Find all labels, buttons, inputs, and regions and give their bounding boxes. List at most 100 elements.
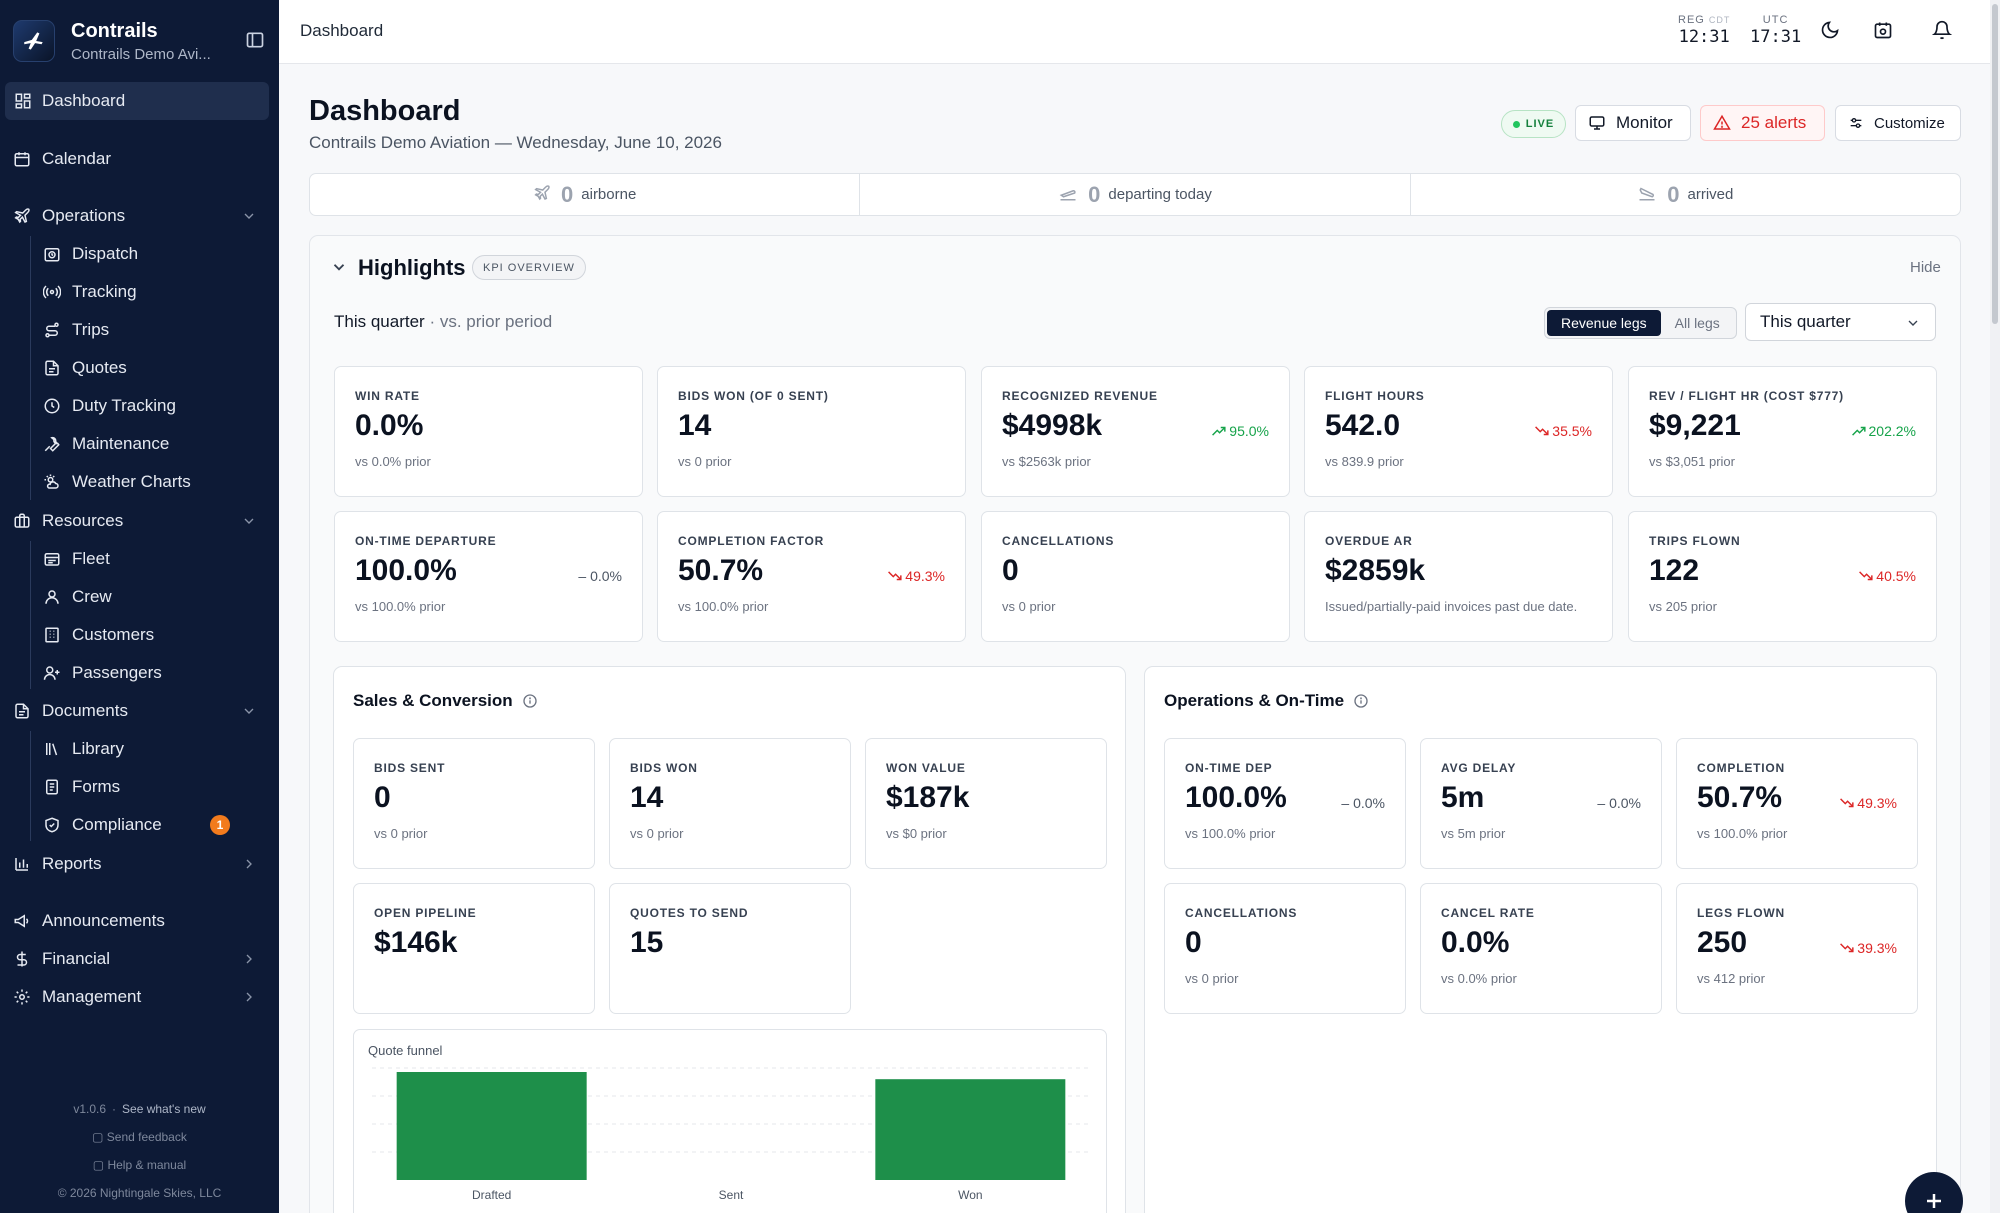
status-airborne[interactable]: 0 airborne — [310, 174, 861, 215]
sidebar-item-fleet[interactable]: Fleet — [0, 540, 279, 578]
kpi-card[interactable]: ON-TIME DEP 100.0% vs 100.0% prior – 0.0% — [1164, 738, 1406, 869]
all-legs-tab[interactable]: All legs — [1674, 315, 1720, 331]
add-fab-button[interactable] — [1905, 1172, 1963, 1213]
whats-new-link[interactable]: See what's new — [122, 1102, 206, 1116]
sidebar-item-maintenance[interactable]: Maintenance — [0, 425, 279, 463]
sidebar-item-documents[interactable]: Documents — [0, 692, 279, 730]
kpi-card[interactable]: BIDS WON (OF 0 SENT) 14 vs 0 prior — [657, 366, 966, 497]
sidebar-item-forms[interactable]: Forms — [0, 768, 279, 806]
utc-clock-time: 17:31 — [1750, 27, 1802, 47]
kpi-delta: – 0.0% — [1341, 795, 1385, 811]
funnel-bar-won[interactable] — [875, 1079, 1066, 1180]
sidebar-item-duty-tracking[interactable]: Duty Tracking — [0, 387, 279, 425]
kpi-card[interactable]: QUOTES TO SEND 15 — [609, 883, 851, 1014]
dark-mode-icon[interactable] — [1820, 20, 1842, 42]
sidebar-item-financial[interactable]: Financial — [0, 940, 279, 978]
kpi-card[interactable]: FLIGHT HOURS 542.0 vs 839.9 prior 35.5% — [1304, 366, 1613, 497]
kpi-card[interactable]: ON-TIME DEPARTURE 100.0% vs 100.0% prior – … — [334, 511, 643, 642]
airborne-count: 0 — [561, 181, 574, 207]
kpi-card[interactable]: OVERDUE AR $2859k Issued/partially-paid in… — [1304, 511, 1613, 642]
kpi-prior: Issued/partially-paid invoices past due … — [1325, 599, 1578, 614]
kpi-prior: vs 205 prior — [1649, 599, 1717, 614]
sidebar-item-resources[interactable]: Resources — [0, 502, 279, 540]
sidebar-item-dispatch[interactable]: Dispatch — [0, 235, 279, 273]
kpi-card[interactable]: RECOGNIZED REVENUE $4998k vs $2563k prior 9… — [981, 366, 1290, 497]
sidebar-item-customers[interactable]: Customers — [0, 616, 279, 654]
sidebar-item-label: Customers — [72, 625, 155, 644]
kpi-card[interactable]: LEGS FLOWN 250 vs 412 prior 39.3% — [1676, 883, 1918, 1014]
kpi-title: WIN RATE — [355, 389, 420, 403]
funnel-bar-drafted[interactable] — [396, 1072, 587, 1180]
kpi-prior: vs $3,051 prior — [1649, 454, 1735, 469]
collapse-chevron-icon[interactable] — [330, 258, 348, 276]
kpi-value: 50.7% — [1697, 781, 1783, 814]
status-departing[interactable]: 0 departing today — [860, 174, 1411, 215]
sidebar-item-quotes[interactable]: Quotes — [0, 349, 279, 387]
funnel-plot: Drafted Sent Won — [372, 1067, 1090, 1202]
airborne-label: airborne — [581, 186, 637, 203]
kpi-card[interactable]: CANCELLATIONS 0 vs 0 prior — [981, 511, 1290, 642]
sidebar-item-reports[interactable]: Reports — [0, 845, 279, 883]
sidebar-toggle-icon[interactable] — [245, 30, 267, 52]
sidebar-item-compliance[interactable]: Compliance 1 — [0, 806, 279, 844]
sidebar-item-tracking[interactable]: Tracking — [0, 273, 279, 311]
sidebar-item-library[interactable]: Library — [0, 730, 279, 768]
brand[interactable]: Contrails Contrails Demo Avi... — [13, 18, 266, 64]
radar-icon — [42, 282, 62, 302]
kpi-delta: – 0.0% — [578, 568, 622, 584]
sidebar-item-passengers[interactable]: Passengers — [0, 654, 279, 692]
kpi-card[interactable]: WON VALUE $187k vs $0 prior — [865, 738, 1107, 869]
info-icon[interactable] — [1353, 693, 1369, 709]
sidebar-item-calendar[interactable]: Calendar — [0, 140, 279, 178]
sidebar-item-trips[interactable]: Trips — [0, 311, 279, 349]
status-arrived[interactable]: 0 arrived — [1411, 174, 1960, 215]
sidebar-item-crew[interactable]: Crew — [0, 578, 279, 616]
kpi-card[interactable]: REV / FLIGHT HR (COST $777) $9,221 vs $3,0… — [1628, 366, 1937, 497]
kpi-card[interactable]: COMPLETION 50.7% vs 100.0% prior 49.3% — [1676, 738, 1918, 869]
sidebar-item-operations[interactable]: Operations — [0, 197, 279, 235]
dispatch-icon — [42, 244, 62, 264]
kpi-value: $9,221 — [1649, 409, 1741, 442]
kpi-card[interactable]: COMPLETION FACTOR 50.7% vs 100.0% prior 49.… — [657, 511, 966, 642]
kpi-card[interactable]: BIDS WON 14 vs 0 prior — [609, 738, 851, 869]
monitor-button[interactable]: Monitor — [1575, 105, 1691, 141]
sidebar-item-label: Fleet — [72, 549, 110, 568]
hide-highlights-link[interactable]: Hide — [1910, 259, 1941, 276]
compliance-badge: 1 — [210, 815, 230, 835]
arrived-count: 0 — [1667, 181, 1680, 207]
sidebar-item-management[interactable]: Management — [0, 978, 279, 1016]
kpi-card[interactable]: OPEN PIPELINE $146k — [353, 883, 595, 1014]
kpi-prior: vs 0.0% prior — [355, 454, 431, 469]
kpi-card[interactable]: AVG DELAY 5m vs 5m prior – 0.0% — [1420, 738, 1662, 869]
kpi-prior: vs $2563k prior — [1002, 454, 1091, 469]
sidebar-item-announcements[interactable]: Announcements — [0, 902, 279, 940]
kpi-card[interactable]: CANCELLATIONS 0 vs 0 prior — [1164, 883, 1406, 1014]
kpi-delta-value: 39.3% — [1857, 940, 1897, 956]
revenue-legs-tab[interactable]: Revenue legs — [1547, 310, 1661, 336]
sidebar-item-weather-charts[interactable]: Weather Charts — [0, 463, 279, 501]
help-link[interactable]: ▢ Help & manual — [0, 1158, 279, 1172]
fleet-icon — [42, 549, 62, 569]
period-select[interactable]: This quarter — [1745, 303, 1936, 341]
sidebar-item-dashboard[interactable]: Dashboard — [5, 82, 269, 120]
customize-button[interactable]: Customize — [1835, 105, 1961, 141]
sidebar: Contrails Contrails Demo Avi... Dashboar… — [0, 0, 279, 1213]
sidebar-item-label: Dispatch — [72, 244, 139, 263]
send-feedback-link[interactable]: ▢ Send feedback — [0, 1130, 279, 1144]
kpi-card[interactable]: BIDS SENT 0 vs 0 prior — [353, 738, 595, 869]
reg-clock: REG CDT 12:31 — [1678, 14, 1730, 47]
users-icon — [42, 587, 62, 607]
kpi-card[interactable]: CANCEL RATE 0.0% vs 0.0% prior — [1420, 883, 1662, 1014]
info-icon[interactable] — [522, 693, 538, 709]
page-scrollbar[interactable] — [1990, 0, 2000, 1213]
sidebar-item-label: Resources — [42, 511, 124, 530]
kpi-title: COMPLETION FACTOR — [678, 534, 825, 548]
calendar-clock-icon[interactable] — [1873, 20, 1895, 42]
kpi-card[interactable]: WIN RATE 0.0% vs 0.0% prior — [334, 366, 643, 497]
bell-icon[interactable] — [1931, 20, 1954, 42]
kpi-card[interactable]: TRIPS FLOWN 122 vs 205 prior 40.5% — [1628, 511, 1937, 642]
period-select-value: This quarter — [1760, 312, 1851, 331]
scrollbar-thumb[interactable] — [1992, 4, 1998, 324]
alerts-button[interactable]: 25 alerts — [1700, 105, 1825, 141]
period-name: This quarter — [334, 312, 425, 331]
